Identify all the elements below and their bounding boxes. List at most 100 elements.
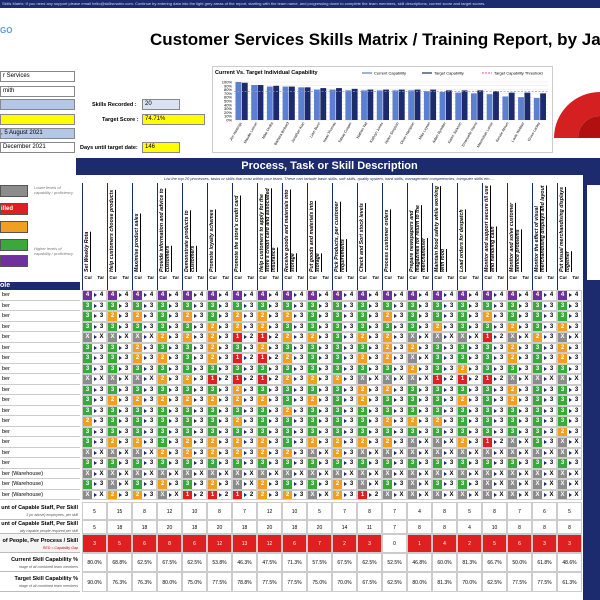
cell-bg xyxy=(357,479,382,490)
current-level: 3 xyxy=(383,427,392,436)
current-level: 2 xyxy=(108,396,117,405)
target-level: X xyxy=(474,470,479,477)
tar-header: Tar xyxy=(422,275,430,280)
cell-bg xyxy=(482,353,507,364)
current-level: 3 xyxy=(433,396,442,405)
arrow xyxy=(193,461,197,465)
current-level: 2 xyxy=(333,490,342,499)
current-level: 3 xyxy=(333,406,342,415)
current-level: 2 xyxy=(208,438,217,447)
arrow xyxy=(393,408,397,413)
target-level: 3 xyxy=(149,418,154,424)
current-level: 3 xyxy=(383,364,392,373)
target-level: 3 xyxy=(199,313,204,319)
arrow xyxy=(318,440,322,444)
column-border xyxy=(407,183,432,290)
row-label: ber xyxy=(0,301,80,311)
cell-bg xyxy=(132,384,157,395)
target-level: 3 xyxy=(124,407,129,414)
page-title: Customer Services Skills Matrix / Traini… xyxy=(150,30,600,49)
cell-bg xyxy=(257,353,282,364)
arrow xyxy=(468,471,472,476)
target-level: X xyxy=(574,376,579,382)
arrow xyxy=(318,461,322,465)
arrow xyxy=(193,429,197,434)
cell-bg xyxy=(182,426,207,437)
target-level: 3 xyxy=(349,491,354,498)
current-level: 2 xyxy=(383,385,392,394)
current-level: 2 xyxy=(208,322,217,331)
cell-bg xyxy=(507,321,532,332)
cell-bg xyxy=(382,395,407,406)
arrow xyxy=(268,335,272,339)
target-level: 3 xyxy=(474,323,479,330)
column-border xyxy=(357,183,382,290)
cell-bg xyxy=(357,489,382,500)
current-level: X xyxy=(133,375,142,384)
arrow xyxy=(243,293,247,297)
arrow xyxy=(93,450,97,455)
column-border xyxy=(107,183,132,290)
arrow xyxy=(318,324,322,329)
cell-bg xyxy=(432,342,457,353)
cell-bg xyxy=(457,384,482,395)
target-level: 3 xyxy=(474,428,479,435)
summary-value: 77.5% xyxy=(532,572,557,592)
cell-bg xyxy=(382,447,407,458)
arrow xyxy=(368,345,372,350)
arrow xyxy=(118,377,122,381)
current-level: 3 xyxy=(508,427,517,436)
target-level: X xyxy=(424,439,429,445)
target-level: X xyxy=(99,334,104,340)
target-level: X xyxy=(574,439,579,445)
summary-value: 75.0% xyxy=(182,572,207,592)
current-level: X xyxy=(508,490,517,499)
current-level: 3 xyxy=(283,364,292,373)
summary-value: 57.5% xyxy=(307,553,332,572)
current-level: 3 xyxy=(383,459,392,468)
target-level: X xyxy=(324,491,329,498)
current-level: 2 xyxy=(483,312,492,321)
target-level: X xyxy=(124,334,129,340)
summary-value: 13 xyxy=(232,534,257,553)
arrow xyxy=(243,440,247,444)
arrow xyxy=(93,419,97,423)
arrow xyxy=(568,461,572,465)
target-level: X xyxy=(399,376,404,382)
current-level: X xyxy=(483,448,492,457)
current-level: 3 xyxy=(83,427,92,436)
cell-bg xyxy=(307,416,332,427)
target-level: 3 xyxy=(224,334,229,340)
arrow xyxy=(168,324,172,329)
cur-header: Cur xyxy=(309,275,318,280)
target-level: X xyxy=(99,376,104,382)
arrow xyxy=(418,461,422,465)
current-level: 3 xyxy=(183,364,192,373)
cell-bg xyxy=(257,468,282,479)
current-level: 3 xyxy=(158,312,167,321)
bar xyxy=(273,85,280,120)
cur-header: Cur xyxy=(184,275,193,280)
target-level: 3 xyxy=(299,439,304,445)
cell-bg xyxy=(357,374,382,385)
arrow xyxy=(293,345,297,350)
cell-bg xyxy=(357,458,382,469)
bar xyxy=(461,90,468,120)
arrow xyxy=(418,492,422,497)
target-level: 3 xyxy=(249,323,254,330)
summary-value: 1 xyxy=(407,534,432,553)
row-label: ber xyxy=(0,448,80,458)
cell-bg xyxy=(357,447,382,458)
target-level: 3 xyxy=(324,365,329,372)
cell-bg xyxy=(357,321,382,332)
current-level: 3 xyxy=(433,480,442,489)
cell-bg xyxy=(207,342,232,353)
current-level: 2 xyxy=(133,343,142,352)
cell-bg xyxy=(482,342,507,353)
cell-bg xyxy=(282,426,307,437)
cell-bg xyxy=(232,458,257,469)
current-level: 2 xyxy=(208,354,217,363)
current-level: X xyxy=(458,333,467,342)
cur-header: Cur xyxy=(134,275,143,280)
arrow xyxy=(218,366,222,371)
